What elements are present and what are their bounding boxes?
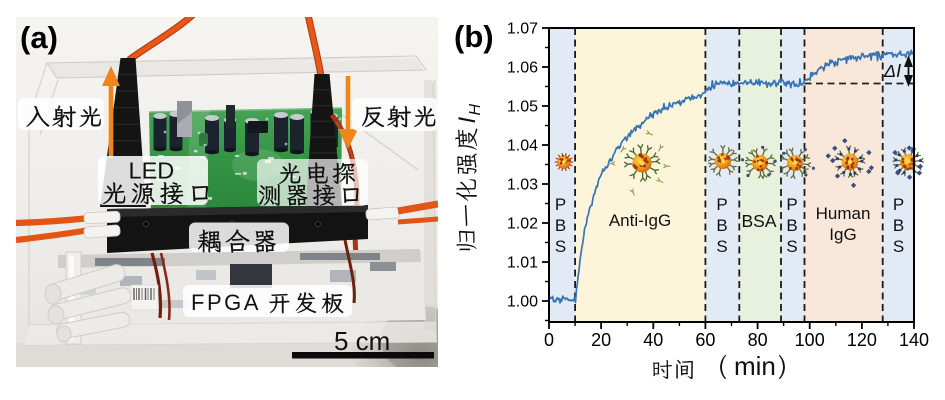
svg-text:1.01: 1.01 [507, 255, 538, 272]
svg-text:100: 100 [795, 330, 825, 350]
svg-text:S: S [893, 237, 904, 256]
svg-text:(a): (a) [20, 20, 58, 55]
svg-text:B: B [555, 216, 566, 235]
svg-text:1.05: 1.05 [507, 99, 538, 116]
svg-text:40: 40 [643, 330, 663, 350]
svg-text:S: S [786, 237, 797, 256]
svg-text:P: P [893, 195, 904, 214]
svg-text:IgG: IgG [829, 225, 856, 244]
svg-text:1.03: 1.03 [507, 177, 538, 194]
svg-text:H: H [467, 104, 484, 116]
svg-text:P: P [786, 195, 797, 214]
svg-text:B: B [786, 216, 797, 235]
svg-text:60: 60 [695, 330, 715, 350]
svg-text:5 cm: 5 cm [334, 326, 390, 356]
svg-text:Anti-IgG: Anti-IgG [609, 211, 671, 230]
svg-text:1.06: 1.06 [507, 60, 538, 77]
svg-text:140: 140 [899, 330, 929, 350]
svg-text:1.07: 1.07 [507, 21, 538, 38]
svg-text:P: P [555, 195, 566, 214]
svg-text:min: min [734, 351, 776, 381]
svg-text:Human: Human [816, 204, 871, 223]
svg-text:1.02: 1.02 [507, 216, 538, 233]
svg-text:B: B [716, 216, 727, 235]
svg-text:LED: LED [129, 158, 175, 184]
svg-text:(b): (b) [454, 19, 494, 54]
svg-text:B: B [893, 216, 904, 235]
svg-text:S: S [716, 237, 727, 256]
svg-text:1.04: 1.04 [507, 138, 538, 155]
svg-text:20: 20 [591, 330, 611, 350]
svg-text:BSA: BSA [741, 211, 776, 231]
svg-text:I: I [454, 117, 481, 124]
svg-text:80: 80 [748, 330, 768, 350]
svg-text:ΔI: ΔI [883, 61, 901, 81]
svg-text:0: 0 [544, 330, 554, 350]
svg-text:S: S [555, 237, 566, 256]
svg-text:FPGA: FPGA [191, 290, 261, 315]
svg-text:1.00: 1.00 [507, 294, 538, 311]
svg-text:P: P [716, 195, 727, 214]
svg-text:120: 120 [847, 330, 877, 350]
